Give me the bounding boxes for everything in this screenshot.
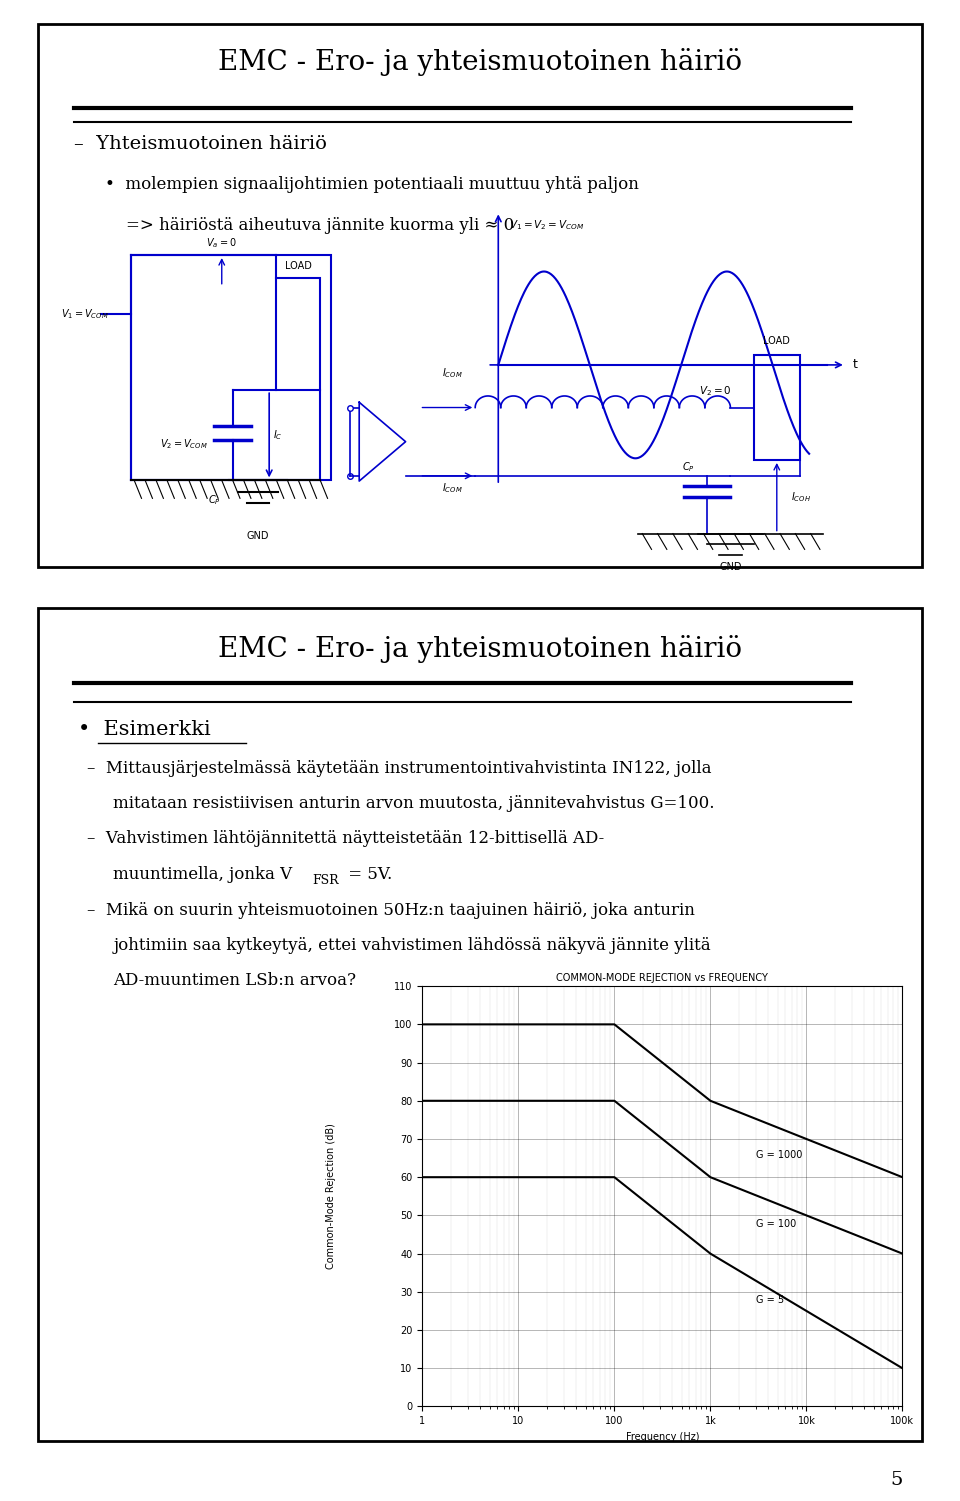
Text: $V_a = 0$: $V_a = 0$ bbox=[206, 236, 237, 251]
X-axis label: Frequency (Hz): Frequency (Hz) bbox=[626, 1432, 699, 1442]
Text: $C_P$: $C_P$ bbox=[683, 461, 695, 474]
Text: •  molempien signaalijohtimien potentiaali muuttuu yhtä paljon: • molempien signaalijohtimien potentiaal… bbox=[105, 176, 638, 194]
Text: GND: GND bbox=[247, 531, 270, 540]
Y-axis label: Common-Mode Rejection (dB): Common-Mode Rejection (dB) bbox=[326, 1123, 336, 1270]
Text: $C_P$: $C_P$ bbox=[208, 492, 221, 507]
Text: •  Esimerkki: • Esimerkki bbox=[78, 720, 211, 740]
Text: $V_1 = V_2 = V_{COM}$: $V_1 = V_2 = V_{COM}$ bbox=[509, 218, 585, 231]
Text: t: t bbox=[853, 359, 858, 371]
Text: –  Mittausjärjestelmässä käytetään instrumentointivahvistinta IN122, jolla: – Mittausjärjestelmässä käytetään instru… bbox=[87, 760, 711, 776]
Bar bbox=[754, 354, 800, 459]
Title: COMMON-MODE REJECTION vs FREQUENCY: COMMON-MODE REJECTION vs FREQUENCY bbox=[557, 973, 768, 983]
Text: $V_2 = 0$: $V_2 = 0$ bbox=[700, 384, 732, 398]
Text: johtimiin saa kytkeytyä, ettei vahvistimen lähdössä näkyvä jännite ylitä: johtimiin saa kytkeytyä, ettei vahvistim… bbox=[113, 937, 711, 955]
Bar bbox=[276, 278, 321, 390]
Text: EMC - Ero- ja yhteismuotoinen häiriö: EMC - Ero- ja yhteismuotoinen häiriö bbox=[218, 48, 742, 77]
Text: = 5V.: = 5V. bbox=[343, 866, 393, 883]
Text: $I_{COM}$: $I_{COM}$ bbox=[442, 482, 463, 495]
Text: G = 5: G = 5 bbox=[756, 1295, 784, 1306]
Text: LOAD: LOAD bbox=[763, 336, 790, 347]
Text: 5: 5 bbox=[890, 1471, 902, 1489]
Text: $V_1 = V_{COM}$: $V_1 = V_{COM}$ bbox=[61, 306, 109, 321]
Text: AD-muuntimen LSb:n arvoa?: AD-muuntimen LSb:n arvoa? bbox=[113, 973, 356, 989]
Text: $I_{COH}$: $I_{COH}$ bbox=[791, 489, 810, 504]
Text: G = 1000: G = 1000 bbox=[756, 1150, 803, 1160]
Text: $I_{COM}$: $I_{COM}$ bbox=[442, 366, 463, 380]
Text: mitataan resistiivisen anturin arvon muutosta, jännitevahvistus G=100.: mitataan resistiivisen anturin arvon muu… bbox=[113, 794, 715, 812]
Text: muuntimella, jonka V: muuntimella, jonka V bbox=[113, 866, 293, 883]
Text: G = 100: G = 100 bbox=[756, 1219, 797, 1229]
Text: $I_C$: $I_C$ bbox=[273, 428, 282, 443]
Text: => häiriöstä aiheutuva jännite kuorma yli ≈ 0: => häiriöstä aiheutuva jännite kuorma yl… bbox=[105, 218, 514, 234]
Text: EMC - Ero- ja yhteismuotoinen häiriö: EMC - Ero- ja yhteismuotoinen häiriö bbox=[218, 635, 742, 662]
Text: $V_2 = V_{COM}$: $V_2 = V_{COM}$ bbox=[159, 437, 207, 452]
Text: FSR: FSR bbox=[312, 875, 339, 887]
Text: –  Vahvistimen lähtöjännitettä näytteistetään 12-bittisellä AD-: – Vahvistimen lähtöjännitettä näytteiste… bbox=[87, 830, 604, 848]
Text: –  Mikä on suurin yhteismuotoinen 50Hz:n taajuinen häiriö, joka anturin: – Mikä on suurin yhteismuotoinen 50Hz:n … bbox=[87, 902, 695, 919]
Text: GND: GND bbox=[719, 563, 742, 572]
Text: –  Yhteismuotoinen häiriö: – Yhteismuotoinen häiriö bbox=[74, 135, 326, 153]
Bar bbox=[131, 255, 331, 480]
Text: LOAD: LOAD bbox=[285, 261, 312, 270]
